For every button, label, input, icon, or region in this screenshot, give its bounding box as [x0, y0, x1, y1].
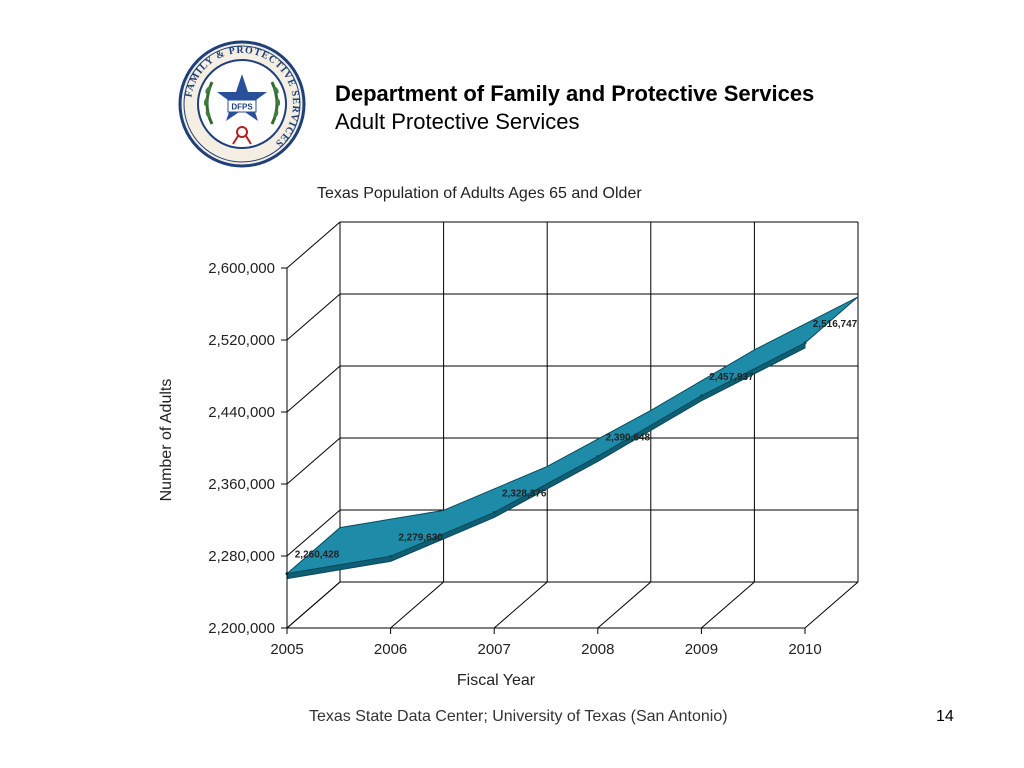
page-subtitle: Adult Protective Services	[335, 109, 580, 134]
floor-gridline	[597, 581, 652, 629]
data-label-2007: 2,328,376	[502, 488, 547, 499]
data-label-2010: 2,516,747	[813, 319, 858, 330]
dfps-seal-logo: FAMILY & PROTECTIVE SERVICES DFPS	[178, 40, 306, 168]
floor-gridline	[390, 581, 444, 629]
data-label-2009: 2,457,937	[709, 372, 754, 383]
x-axis-title: Fiscal Year	[457, 672, 536, 689]
y-tick-label: 2,600,000	[208, 260, 275, 277]
y-tick-label: 2,200,000	[208, 620, 275, 637]
side-gridline	[286, 293, 341, 341]
x-tick-label: 2010	[788, 641, 821, 658]
side-gridline	[286, 365, 341, 413]
floor-gridline	[701, 581, 755, 629]
y-tick-label: 2,360,000	[208, 476, 275, 493]
page-number: 14	[936, 708, 954, 725]
floor-gridline	[493, 581, 548, 629]
data-label-2006: 2,279,630	[398, 532, 443, 543]
series-surface	[285, 296, 859, 575]
svg-text:DFPS: DFPS	[231, 103, 253, 112]
data-source-note: Texas State Data Center; University of T…	[309, 708, 728, 725]
side-gridline	[286, 221, 341, 269]
y-tick-label: 2,280,000	[208, 548, 275, 565]
page-title: Department of Family and Protective Serv…	[335, 81, 815, 106]
y-axis-title: Number of Adults	[158, 379, 175, 502]
data-label-2005: 2,260,428	[295, 550, 340, 561]
floor-gridline	[804, 581, 859, 629]
x-tick-label: 2008	[581, 641, 614, 658]
chart-title: Texas Population of Adults Ages 65 and O…	[317, 185, 642, 202]
x-tick-label: 2005	[270, 641, 303, 658]
series-point-2010	[803, 341, 807, 345]
y-tick-label: 2,440,000	[208, 404, 275, 421]
x-tick-label: 2006	[374, 641, 407, 658]
side-gridline	[286, 437, 341, 485]
series-point-2008	[596, 454, 600, 458]
series-point-2006	[389, 554, 393, 558]
y-tick-label: 2,520,000	[208, 332, 275, 349]
side-gridline	[286, 509, 341, 557]
data-label-2008: 2,390,648	[606, 432, 651, 443]
x-tick-label: 2007	[478, 641, 511, 658]
x-tick-label: 2009	[685, 641, 718, 658]
floor-gridline	[286, 581, 341, 629]
series-point-2007	[492, 510, 496, 514]
series-point-2009	[699, 394, 703, 398]
